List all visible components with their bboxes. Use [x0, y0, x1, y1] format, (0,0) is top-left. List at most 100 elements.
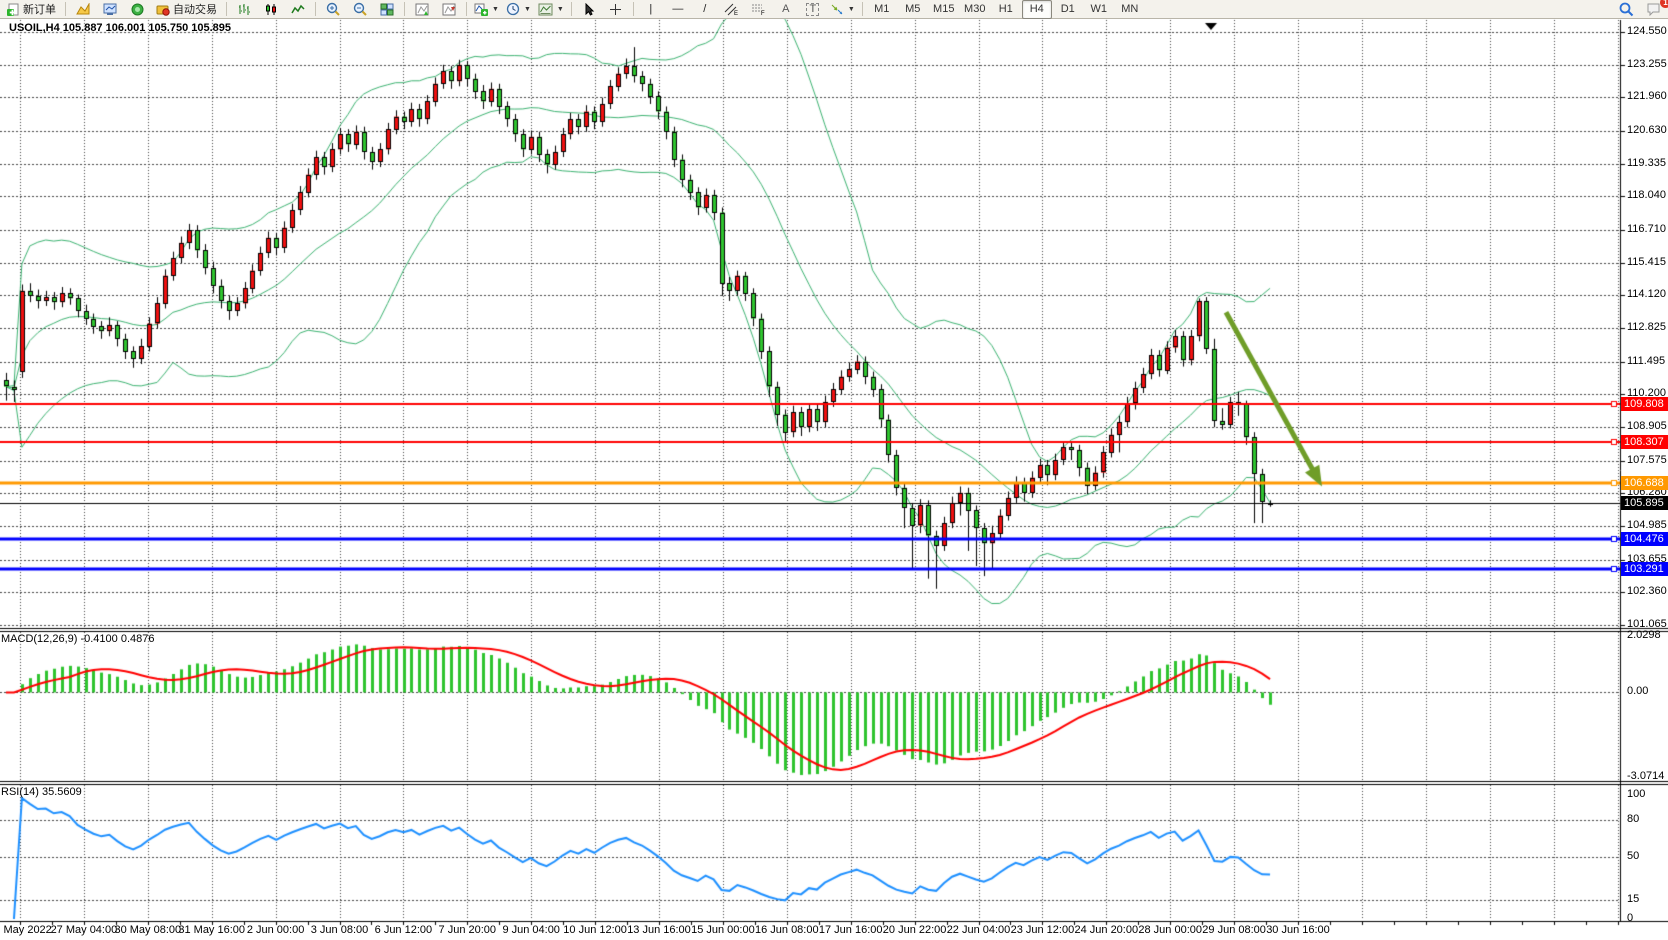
separator	[570, 2, 572, 16]
tile-windows-button[interactable]	[374, 0, 400, 19]
rsi-scale-label: 100	[1627, 788, 1646, 800]
periods-button[interactable]: ▼	[503, 0, 534, 19]
horizontal-line-tool-button[interactable]: —	[665, 0, 691, 19]
time-axis-label: 20 Jun 22:00	[882, 924, 947, 936]
bar-chart-icon	[238, 3, 250, 15]
price-axis-label: 108.905	[1627, 420, 1667, 433]
price-axis-label: 120.630	[1627, 123, 1667, 136]
time-axis-label: 16 Jun 08:00	[754, 924, 819, 936]
step-chart-button[interactable]	[436, 0, 462, 19]
price-axis-label: 114.120	[1627, 288, 1666, 301]
equidistant-channel-icon: E	[724, 3, 738, 16]
rsi-scale-label: 15	[1627, 893, 1640, 906]
line-chart-button[interactable]	[285, 0, 311, 19]
horizontal-line-icon: —	[672, 2, 684, 15]
new-order-button[interactable]: 新订单	[2, 0, 61, 19]
text-tool-button[interactable]: A	[773, 0, 799, 19]
time-axis-label: 28 Jun 00:00	[1138, 924, 1202, 936]
trendline-icon: /	[703, 2, 707, 15]
auto-trading-button[interactable]: 自动交易	[151, 0, 222, 19]
rsi-scale-label: 80	[1627, 812, 1640, 825]
candlestick-chart-icon	[265, 3, 276, 15]
step-chart-icon	[442, 3, 456, 15]
rsi-scale-label: 0	[1627, 912, 1634, 924]
caret-down-icon: ▼	[523, 5, 531, 13]
time-axis-label: 13 Jun 16:00	[627, 924, 691, 936]
price-axis-label: 110.200	[1627, 387, 1666, 400]
arrange-charts-icon	[415, 3, 429, 15]
time-axis-label: 29 Jun 08:00	[1202, 924, 1266, 936]
timeframe-m15-button[interactable]: M15	[933, 3, 955, 15]
notification-badge: 1	[1660, 0, 1668, 8]
price-axis-label: 124.550	[1627, 25, 1667, 37]
templates-button[interactable]: ▼	[535, 0, 567, 19]
tile-windows-icon	[380, 3, 394, 15]
search-button[interactable]	[1613, 0, 1639, 19]
separator	[315, 2, 316, 16]
auto-trading-icon	[156, 5, 170, 16]
toolbar: 新订单 自动交易 ▼ ▼ ▼ | — / E F A T ▼ M1 M5 M15…	[0, 0, 1668, 19]
cursor-tool-button[interactable]	[576, 0, 602, 19]
timeframe-m5-button[interactable]: M5	[905, 3, 921, 15]
arrange-charts-button[interactable]	[409, 0, 435, 19]
separator	[226, 2, 227, 16]
add-indicator-icon	[474, 3, 488, 16]
bar-chart-button[interactable]	[231, 0, 257, 19]
auto-trading-label: 自动交易	[173, 4, 217, 16]
timeframe-mn-button[interactable]: MN	[1121, 3, 1139, 15]
svg-text:E: E	[734, 11, 738, 16]
price-axis-label: 119.335	[1627, 156, 1666, 169]
fibonacci-icon: F	[752, 4, 765, 16]
time-axis-label: 23 Jun 12:00	[1010, 924, 1075, 936]
separator	[466, 2, 467, 16]
navigator-button[interactable]	[124, 0, 150, 19]
rsi-scale-label: 50	[1627, 850, 1640, 862]
shapes-tool-button[interactable]: ▼	[827, 0, 858, 19]
crosshair-tool-button[interactable]	[603, 0, 629, 19]
separator	[404, 2, 405, 16]
timeframe-d1-button[interactable]: D1	[1060, 3, 1075, 15]
label-tool-button[interactable]: T	[800, 0, 826, 19]
time-axis-label: 17 Jun 16:00	[818, 924, 883, 936]
price-axis-label: 118.040	[1627, 189, 1666, 202]
timeframe-m1-button[interactable]: M1	[874, 3, 890, 15]
hline-price-badge: 106.688	[1621, 476, 1668, 490]
notifications-button[interactable]: 1	[1640, 0, 1668, 19]
channel-tool-button[interactable]: E	[719, 0, 745, 19]
macd-scale-label: -3.0714	[1627, 769, 1665, 782]
separator	[632, 2, 634, 16]
clock-icon	[506, 2, 520, 16]
time-axis-label: 22 Jun 04:00	[946, 924, 1011, 936]
zoom-in-button[interactable]	[320, 0, 346, 19]
new-chart-icon	[76, 2, 90, 14]
fibonacci-tool-button[interactable]: F	[746, 0, 772, 19]
label-icon: T	[806, 2, 820, 16]
separator	[861, 2, 863, 16]
timeframe-h1-button[interactable]: H1	[998, 3, 1013, 15]
market-watch-button[interactable]	[97, 0, 123, 19]
new-chart-button[interactable]	[70, 0, 96, 19]
timeframe-h4-button[interactable]: H4	[1021, 0, 1052, 19]
navigator-icon	[131, 3, 143, 15]
trendline-tool-button[interactable]: /	[692, 0, 718, 19]
time-axis-label: 26 May 2022	[0, 924, 52, 936]
zoom-out-button[interactable]	[347, 0, 373, 19]
time-axis-label: 31 May 16:00	[178, 924, 246, 936]
time-axis-label: 7 Jun 20:00	[438, 924, 497, 936]
price-axis-label: 111.495	[1627, 354, 1666, 367]
arrows-shapes-icon	[831, 4, 843, 14]
price-axis-label: 112.825	[1627, 321, 1666, 334]
price-axis-label: 116.710	[1627, 222, 1666, 235]
hline-price-badge: 104.476	[1621, 531, 1668, 546]
separator	[65, 2, 66, 16]
crosshair-icon	[610, 3, 622, 15]
vertical-line-tool-button[interactable]: |	[638, 0, 664, 19]
chat-bubble-icon	[1647, 3, 1659, 16]
new-order-icon	[7, 3, 19, 16]
timeframe-w1-button[interactable]: W1	[1090, 3, 1108, 15]
add-indicator-button[interactable]: ▼	[471, 0, 502, 19]
timeframe-m30-button[interactable]: M30	[964, 3, 986, 15]
candlestick-chart-button[interactable]	[258, 0, 284, 19]
time-axis-label: 24 Jun 20:00	[1074, 924, 1139, 936]
